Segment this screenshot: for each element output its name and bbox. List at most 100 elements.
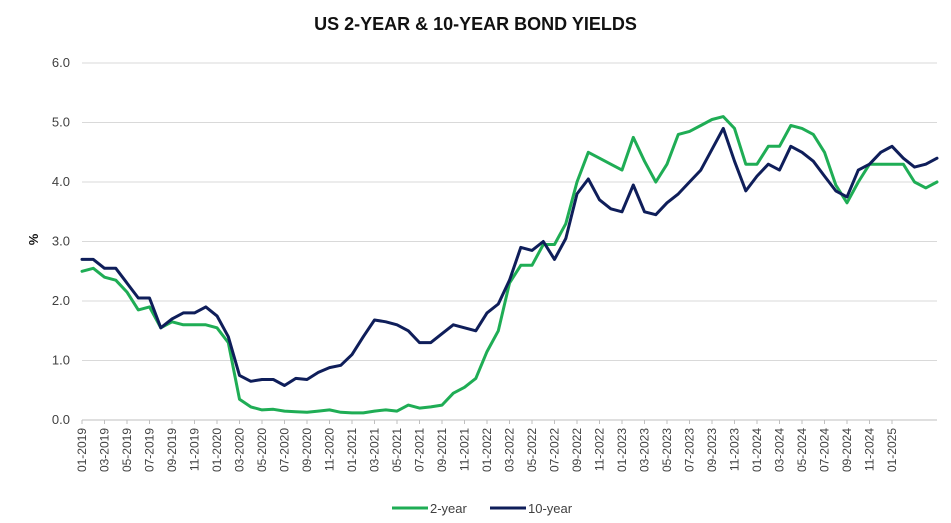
x-tick-label: 03-2021	[368, 428, 382, 472]
x-tick-label: 03-2024	[773, 428, 787, 472]
y-tick-label: 3.0	[52, 234, 70, 249]
data-point-10-year	[857, 168, 860, 172]
data-point-10-year	[519, 246, 522, 249]
data-point-2-year	[935, 180, 939, 184]
chart-title: US 2-YEAR & 10-YEAR BOND YIELDS	[314, 14, 637, 34]
data-point-10-year	[294, 377, 297, 380]
data-point-2-year	[778, 145, 781, 148]
data-point-10-year	[620, 210, 624, 213]
data-point-10-year	[373, 318, 376, 322]
data-point-2-year	[373, 409, 376, 413]
data-point-10-year	[778, 168, 781, 172]
y-tick-label: 4.0	[52, 174, 70, 189]
data-point-10-year	[103, 267, 106, 270]
data-point-2-year	[800, 127, 804, 130]
data-point-10-year	[193, 311, 196, 315]
data-point-10-year	[497, 302, 500, 306]
data-point-2-year	[553, 243, 556, 246]
data-point-10-year	[812, 159, 815, 163]
data-point-10-year	[407, 329, 410, 332]
data-point-10-year	[182, 311, 185, 315]
data-point-2-year	[733, 127, 736, 130]
x-tick-label: 09-2019	[165, 428, 179, 472]
data-point-2-year	[260, 408, 264, 412]
data-point-10-year	[609, 207, 612, 210]
data-point-10-year	[260, 378, 264, 381]
data-point-2-year	[238, 397, 241, 401]
data-point-2-year	[845, 201, 849, 205]
y-axis-label: %	[26, 233, 41, 245]
legend-label-10-year: 10-year	[528, 501, 573, 516]
data-point-2-year	[485, 350, 489, 353]
data-point-2-year	[148, 305, 151, 309]
data-point-10-year	[632, 183, 635, 187]
data-point-10-year	[159, 326, 162, 329]
data-point-2-year	[890, 162, 894, 166]
x-tick-label: 01-2020	[210, 428, 224, 472]
data-point-10-year	[699, 168, 702, 172]
x-tick-label: 03-2022	[503, 428, 517, 472]
data-point-2-year	[812, 133, 815, 136]
data-point-10-year	[767, 162, 770, 166]
x-tick-label: 01-2021	[345, 428, 359, 472]
data-point-10-year	[688, 180, 691, 184]
data-point-2-year	[744, 162, 747, 166]
x-tick-label: 05-2020	[255, 428, 269, 472]
x-tick-label: 01-2023	[615, 428, 629, 472]
x-tick-label: 11-2022	[593, 428, 607, 471]
x-tick-label: 11-2019	[188, 428, 202, 471]
data-point-10-year	[733, 159, 736, 163]
y-tick-label: 6.0	[52, 55, 70, 70]
data-point-2-year	[215, 326, 219, 329]
data-point-2-year	[632, 136, 635, 139]
data-point-2-year	[204, 323, 207, 326]
data-point-2-year	[474, 377, 477, 380]
x-tick-label: 03-2019	[98, 428, 112, 472]
data-point-2-year	[440, 403, 444, 407]
x-tick-label: 11-2021	[458, 428, 472, 471]
data-point-10-year	[137, 296, 140, 300]
x-tick-label: 11-2024	[863, 428, 877, 471]
series-line-2-year	[80, 115, 939, 415]
data-point-2-year	[463, 386, 466, 389]
data-point-10-year	[80, 258, 84, 261]
x-tick-label: 05-2022	[525, 428, 539, 472]
data-point-2-year	[857, 180, 860, 184]
data-point-2-year	[328, 408, 331, 412]
data-point-2-year	[193, 323, 196, 326]
data-point-2-year	[823, 151, 826, 154]
data-point-10-year	[429, 341, 432, 344]
data-point-2-year	[789, 124, 792, 127]
data-point-10-year	[823, 174, 826, 178]
x-tick-label: 05-2024	[795, 428, 809, 472]
data-point-10-year	[677, 192, 680, 196]
data-point-2-year	[834, 183, 837, 187]
data-point-2-year	[384, 408, 387, 412]
data-point-10-year	[317, 371, 320, 374]
legend-label-2-year: 2-year	[430, 501, 468, 516]
data-point-10-year	[710, 148, 714, 151]
y-tick-label: 1.0	[52, 353, 70, 368]
x-tick-label: 05-2021	[390, 428, 404, 472]
data-point-10-year	[665, 201, 669, 205]
data-point-10-year	[553, 258, 556, 261]
x-tick-label: 07-2022	[548, 428, 562, 472]
x-tick-label: 07-2020	[278, 428, 292, 472]
data-point-2-year	[665, 162, 669, 166]
data-point-10-year	[800, 151, 804, 154]
data-point-10-year	[924, 162, 927, 166]
data-point-2-year	[710, 118, 714, 121]
x-tick-label: 09-2020	[300, 428, 314, 472]
data-point-2-year	[249, 405, 252, 409]
data-point-2-year	[497, 329, 500, 332]
data-point-2-year	[767, 145, 770, 148]
data-point-10-year	[542, 240, 545, 243]
data-point-10-year	[485, 311, 489, 315]
data-point-10-year	[654, 213, 657, 216]
data-point-2-year	[182, 323, 185, 326]
data-point-2-year	[137, 308, 140, 312]
data-point-2-year	[272, 408, 275, 411]
data-point-10-year	[238, 374, 241, 377]
data-point-10-year	[350, 353, 354, 356]
